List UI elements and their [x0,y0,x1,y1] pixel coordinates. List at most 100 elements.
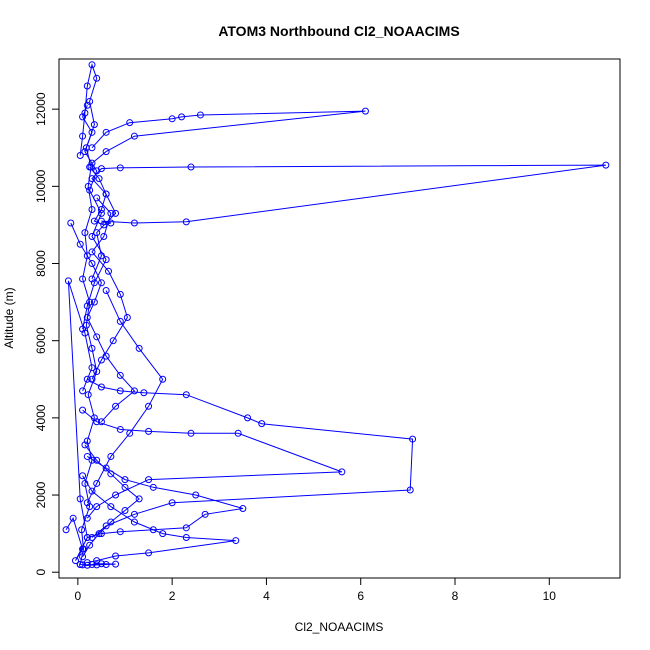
chart-title: ATOM3 Northbound Cl2_NOAACIMS [218,23,459,39]
series-0-point-26 [79,132,87,140]
series-4-point-8 [112,491,120,499]
y-tick-label-3: 6000 [34,327,48,354]
series-10-point-9 [130,387,138,395]
series-0-point-2 [78,526,86,534]
series-0-point-10 [88,344,96,352]
series-13-point-7 [88,233,96,241]
series-9-point-0 [62,526,70,534]
series-12-point-4 [105,267,112,275]
series-1-point-1 [95,175,103,183]
series-3-line [87,378,414,538]
x-tick-label-0: 0 [75,589,82,603]
series-12 [88,194,131,383]
series-1-point-8 [130,219,138,227]
series-5-point-4 [192,491,200,499]
series-0-point-15 [81,229,89,237]
series-0-point-16 [88,205,96,213]
series-13-point-4 [93,167,101,175]
series-6-point-5 [182,533,190,541]
series-8-point-3 [102,560,110,568]
series-3-point-3 [140,389,148,397]
series-11-point-1 [93,456,101,464]
y-axis-label: Altitude (m) [2,287,16,348]
series-3-point-9 [168,499,176,507]
series-2-point-6 [361,107,369,115]
series-10-point-10 [112,402,120,410]
series-7-line [86,290,164,504]
series-4-point-5 [234,429,242,437]
series-0-point-20 [90,121,98,129]
series-1-point-15 [102,190,110,198]
series-2-point-7 [130,132,138,140]
series-10-point-1 [76,240,84,248]
series-12-point-7 [109,337,117,345]
x-axis-label: Cl2_NOAACIMS [295,620,384,634]
series-11 [79,441,143,561]
series-2-point-5 [196,111,204,119]
series-6-point-0 [79,472,87,480]
series-11-point-9 [79,553,87,561]
series-4-point-2 [116,425,124,433]
series-3 [83,375,417,541]
series-1-point-14 [88,175,96,183]
series-6-point-6 [232,537,240,545]
series-8-point-6 [88,560,96,568]
y-tick-label-6: 12000 [34,92,48,126]
series-5-point-0 [83,452,91,460]
series-12-point-2 [100,233,108,241]
series-12-point-3 [88,248,96,256]
series-13-point-1 [79,113,87,121]
series-7-point-8 [83,499,91,507]
series-2-line [91,110,366,164]
series-11-point-4 [135,495,143,503]
series-7-point-3 [159,375,167,383]
series-12-point-5 [116,290,124,298]
series-1-point-9 [182,218,190,226]
series-5-point-8 [149,526,157,534]
series-7-point-0 [102,287,110,295]
series-0-point-21 [86,97,94,105]
series-1-point-0 [86,163,94,171]
x-tick-label-1: 2 [169,589,176,603]
series-4-point-10 [83,514,91,522]
x-tick-label-4: 8 [452,589,459,603]
series-5-point-9 [116,528,124,536]
series-10-point-0 [67,219,75,227]
series-10-point-8 [116,371,124,379]
series-5 [83,452,247,541]
series-7-point-2 [135,344,143,352]
series-0-line [79,62,98,565]
series-9-point-6 [64,277,72,285]
series-3-point-7 [409,435,417,443]
series-8-point-5 [97,560,105,568]
series-3-point-1 [97,383,105,391]
series-11-line [82,444,140,558]
series-4-point-9 [93,503,101,511]
series-7-point-7 [93,479,101,487]
series-3-point-0 [83,375,91,383]
series-11-point-8 [86,541,94,549]
series-2-point-9 [88,159,96,167]
series-9-point-9 [79,387,87,395]
series-11-point-5 [121,506,129,514]
series-0-point-3 [86,503,94,511]
series-9-line [65,280,93,561]
series-10-point-11 [97,418,105,426]
series-3-point-6 [258,420,266,428]
y-tick-label-0: 0 [34,569,48,576]
series-8-point-4 [112,560,120,568]
series-2-point-1 [102,128,110,136]
series-0-point-13 [79,275,87,283]
series-13-point-2 [88,128,96,136]
series-12-point-6 [123,314,131,322]
series-3-point-11 [102,522,110,530]
series-1-point-16 [112,209,120,217]
series-3-point-10 [130,510,138,518]
series-11-point-3 [121,483,129,491]
series-13-point-0 [83,101,91,109]
x-tick-label-3: 6 [357,589,364,603]
series-13 [79,101,110,333]
series-10-point-6 [93,333,101,341]
series-12-point-1 [107,209,115,217]
